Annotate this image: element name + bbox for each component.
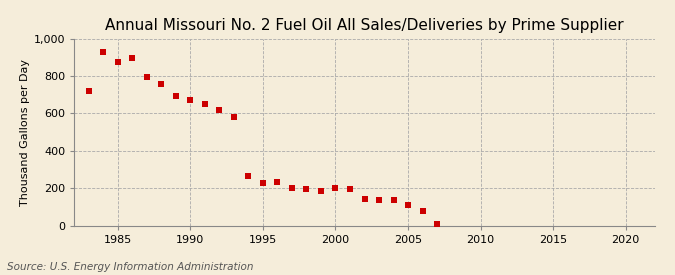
Point bbox=[316, 189, 327, 193]
Point bbox=[156, 82, 167, 87]
Point bbox=[171, 93, 182, 98]
Point bbox=[330, 186, 341, 190]
Point bbox=[142, 75, 153, 79]
Point bbox=[272, 179, 283, 184]
Point bbox=[113, 60, 124, 64]
Point bbox=[243, 174, 254, 178]
Point bbox=[199, 102, 210, 106]
Point bbox=[258, 181, 269, 186]
Point bbox=[214, 107, 225, 112]
Point bbox=[185, 98, 196, 102]
Point bbox=[301, 187, 312, 191]
Point bbox=[359, 197, 370, 202]
Point bbox=[417, 209, 428, 214]
Point bbox=[432, 221, 443, 226]
Point bbox=[229, 115, 240, 119]
Point bbox=[403, 203, 414, 207]
Y-axis label: Thousand Gallons per Day: Thousand Gallons per Day bbox=[20, 59, 30, 205]
Title: Annual Missouri No. 2 Fuel Oil All Sales/Deliveries by Prime Supplier: Annual Missouri No. 2 Fuel Oil All Sales… bbox=[105, 18, 624, 33]
Point bbox=[374, 198, 385, 202]
Point bbox=[286, 186, 297, 190]
Point bbox=[98, 50, 109, 54]
Point bbox=[127, 56, 138, 60]
Point bbox=[84, 89, 95, 93]
Point bbox=[388, 198, 399, 202]
Point bbox=[344, 187, 355, 191]
Text: Source: U.S. Energy Information Administration: Source: U.S. Energy Information Administ… bbox=[7, 262, 253, 272]
